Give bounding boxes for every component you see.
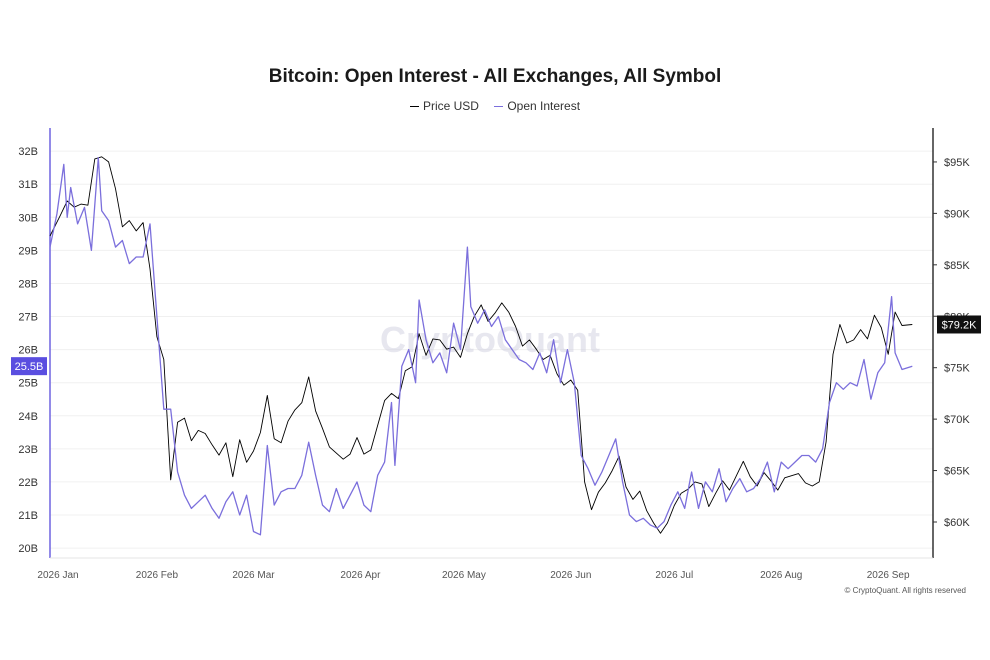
legend-swatch-price bbox=[409, 106, 419, 108]
x-tick-label: 2026 Jan bbox=[37, 570, 78, 581]
x-tick-label: 2026 May bbox=[442, 570, 486, 581]
y-left-tick-label: 30B bbox=[18, 212, 38, 224]
y-left-tick-label: 23B bbox=[18, 444, 38, 456]
label-layer: 25.5B $79.2K bbox=[11, 315, 981, 376]
y-left-tick-label: 28B bbox=[18, 278, 38, 290]
axis-layer: 20B 21B 22B 23B 24B 25B 26B 27B 28B 29B 30B 31B 32B $… bbox=[18, 128, 970, 581]
y-right-tick-label: $60K bbox=[944, 517, 970, 529]
series-line-open-interest bbox=[49, 157, 913, 536]
x-tick-label: 2026 Apr bbox=[340, 570, 381, 581]
last-value-label-open-interest: 25.5B bbox=[15, 361, 44, 373]
y-left-tick-label: 25B bbox=[18, 378, 38, 390]
legend-swatch-open-interest bbox=[494, 106, 504, 108]
y-right-tick-label: $75K bbox=[944, 363, 970, 375]
last-value-badge-open-interest bbox=[11, 357, 47, 376]
y-left-tick-label: 24B bbox=[18, 411, 38, 423]
x-tick-label: 2026 Feb bbox=[136, 570, 179, 581]
y-right-tick-label: $95K bbox=[944, 157, 970, 169]
y-left-tick-label: 27B bbox=[18, 312, 38, 324]
chart-title: Bitcoin: Open Interest - All Exchanges, … bbox=[268, 66, 722, 87]
last-value-badge-price bbox=[937, 315, 981, 334]
y-left-tick-label: 22B bbox=[18, 477, 38, 489]
y-right-tick-label: $65K bbox=[944, 466, 970, 478]
copyright-footer: © CryptoQuant. All rights reserved bbox=[844, 586, 967, 595]
legend-item-open-interest[interactable]: Open Interest bbox=[494, 99, 580, 113]
legend-label-open-interest: Open Interest bbox=[507, 99, 581, 113]
y-right-tick-label: $70K bbox=[944, 414, 970, 426]
y-left-tick-label: 21B bbox=[18, 510, 38, 522]
legend: Price USD Open Interest bbox=[0, 99, 990, 113]
series-layer bbox=[49, 156, 913, 536]
y-left-tick-label: 20B bbox=[18, 543, 38, 555]
y-left-tick-label: 32B bbox=[18, 146, 38, 158]
y-right-tick-label: $90K bbox=[944, 208, 970, 220]
y-right-tick-label: $85K bbox=[944, 260, 970, 272]
y-left-tick-label: 26B bbox=[18, 345, 38, 357]
x-tick-label: 2026 Jun bbox=[550, 570, 591, 581]
legend-label-price: Price USD bbox=[422, 99, 479, 113]
y-left-tick-label: 29B bbox=[18, 245, 38, 257]
legend-item-price[interactable]: Price USD bbox=[409, 99, 479, 113]
grid-layer bbox=[50, 150, 933, 549]
y-left-tick-label: 31B bbox=[18, 179, 38, 191]
x-tick-label: 2026 Mar bbox=[232, 570, 275, 581]
series-line-price bbox=[49, 156, 913, 534]
x-tick-label: 2026 Jul bbox=[655, 570, 693, 581]
x-tick-label: 2026 Aug bbox=[760, 570, 802, 581]
last-value-label-price: $79.2K bbox=[942, 319, 978, 331]
x-tick-label: 2026 Sep bbox=[867, 570, 910, 581]
